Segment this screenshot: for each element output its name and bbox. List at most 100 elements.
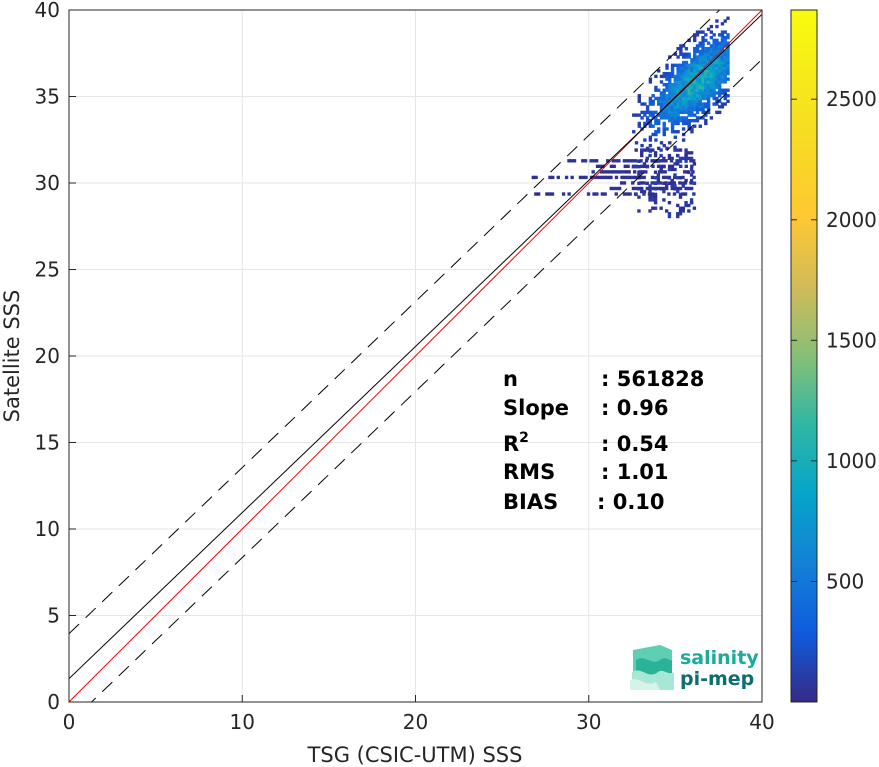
density-cell bbox=[704, 83, 708, 87]
density-cell bbox=[637, 209, 641, 213]
density-cell bbox=[667, 167, 672, 172]
density-cell bbox=[670, 91, 675, 95]
density-cell bbox=[534, 175, 538, 180]
density-cell bbox=[667, 153, 672, 158]
density-cell bbox=[684, 148, 688, 152]
density-cell bbox=[726, 71, 730, 76]
density-cell bbox=[664, 159, 668, 163]
density-cell bbox=[690, 94, 694, 98]
density-cell bbox=[706, 71, 711, 76]
density-cell bbox=[698, 41, 702, 45]
density-cell bbox=[706, 66, 711, 70]
density-cell bbox=[670, 71, 675, 76]
density-cell bbox=[583, 159, 588, 163]
y-tick-label: 15 bbox=[35, 431, 60, 455]
density-cell bbox=[637, 173, 641, 177]
colorbar-ticks: 500 1000 1500 2000 2500 bbox=[791, 87, 877, 593]
density-cell bbox=[681, 88, 686, 92]
density-cell bbox=[681, 96, 686, 101]
density-cell bbox=[670, 83, 675, 87]
density-cell bbox=[693, 88, 697, 92]
density-cell bbox=[662, 107, 666, 112]
density-cell bbox=[651, 192, 655, 197]
density-cell bbox=[679, 85, 683, 90]
density-cell bbox=[715, 41, 719, 45]
density-cell bbox=[690, 71, 694, 76]
density-cell bbox=[706, 107, 711, 112]
density-cell bbox=[706, 47, 711, 51]
density-cell bbox=[609, 164, 614, 169]
density-cell bbox=[665, 116, 669, 120]
density-cell bbox=[656, 159, 661, 163]
density-cell bbox=[681, 66, 686, 70]
density-cell bbox=[717, 49, 722, 54]
density-cell bbox=[668, 107, 672, 112]
density-cell bbox=[659, 107, 664, 112]
density-cell bbox=[704, 94, 708, 98]
density-cell bbox=[689, 181, 693, 185]
density-cell bbox=[668, 71, 672, 76]
stat-value: : 1.01 bbox=[601, 460, 669, 484]
density-cell bbox=[712, 33, 716, 37]
density-cell bbox=[679, 164, 683, 169]
density-cell bbox=[567, 159, 571, 163]
density-cell bbox=[598, 175, 602, 180]
density-cell bbox=[723, 44, 727, 48]
density-cell bbox=[706, 55, 711, 59]
density-cell bbox=[701, 77, 705, 81]
colorbar-tick-label: 2500 bbox=[826, 87, 877, 111]
density-cell bbox=[637, 121, 641, 126]
y-tick-label: 40 bbox=[35, 0, 60, 22]
density-cell bbox=[701, 88, 705, 92]
density-cell bbox=[720, 71, 725, 76]
density-cell bbox=[723, 69, 727, 73]
density-cell bbox=[687, 121, 691, 126]
density-cell bbox=[684, 52, 689, 56]
density-cell bbox=[622, 159, 627, 163]
density-cell bbox=[625, 175, 630, 180]
density-cell bbox=[684, 96, 689, 101]
y-tick-label: 0 bbox=[47, 690, 60, 714]
density-cell bbox=[678, 195, 683, 199]
density-cell bbox=[687, 38, 691, 43]
density-cell bbox=[693, 58, 697, 62]
density-cell bbox=[567, 192, 571, 196]
density-cell bbox=[645, 156, 649, 161]
density-cell bbox=[726, 33, 730, 37]
density-cell bbox=[639, 175, 644, 180]
density-cell bbox=[681, 116, 686, 120]
density-cell bbox=[645, 146, 650, 151]
density-cell bbox=[706, 49, 711, 54]
density-cell bbox=[612, 186, 616, 191]
density-cell bbox=[678, 181, 682, 185]
density-cell bbox=[695, 102, 700, 106]
stat-label: RMS bbox=[503, 460, 555, 484]
density-cell bbox=[648, 77, 653, 81]
density-cell bbox=[551, 175, 555, 180]
density-cell bbox=[545, 192, 549, 196]
density-cell bbox=[717, 94, 722, 98]
density-cell bbox=[698, 88, 702, 92]
waves-icon bbox=[630, 645, 674, 690]
density-cell bbox=[662, 132, 666, 137]
density-cell bbox=[662, 127, 666, 131]
density-cell bbox=[659, 148, 663, 152]
density-cell bbox=[657, 69, 661, 73]
density-cell bbox=[715, 85, 719, 90]
density-cell bbox=[659, 153, 663, 158]
density-cell bbox=[701, 91, 705, 95]
density-cell bbox=[667, 181, 672, 185]
density-cell bbox=[681, 44, 686, 48]
density-cell bbox=[687, 52, 691, 56]
x-axis-ticks: 0 10 20 30 40 bbox=[63, 695, 775, 734]
density-cell bbox=[681, 107, 686, 112]
density-cell bbox=[687, 102, 691, 106]
density-cell bbox=[676, 74, 680, 79]
density-cell bbox=[701, 52, 705, 56]
density-cell bbox=[715, 99, 719, 103]
density-cell bbox=[667, 214, 672, 219]
density-cell bbox=[704, 47, 708, 51]
density-cell bbox=[720, 69, 725, 73]
density-cell bbox=[681, 127, 686, 131]
density-cell bbox=[651, 110, 655, 115]
